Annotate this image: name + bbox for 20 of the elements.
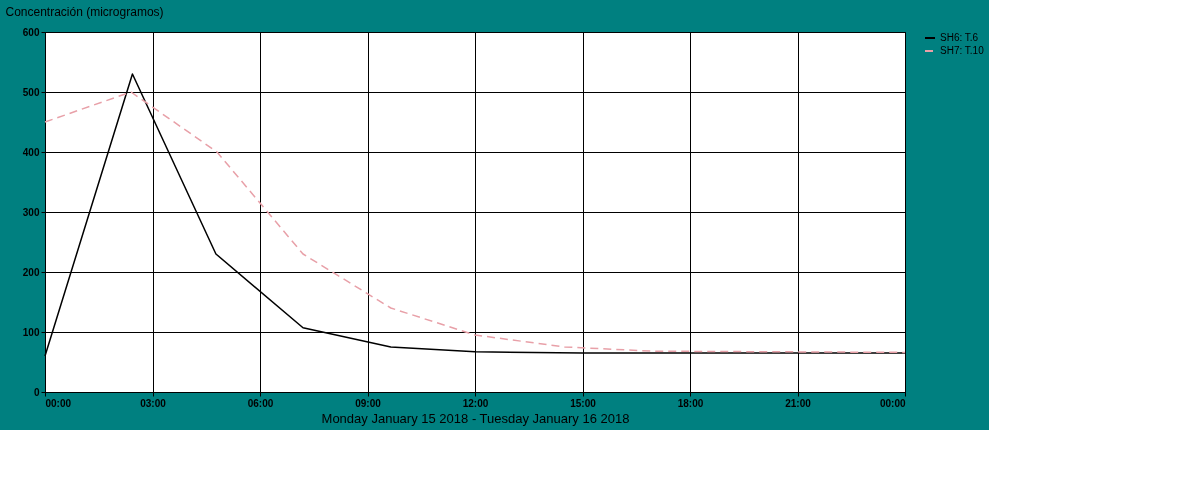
x-tick-label: 06:00 xyxy=(247,397,274,409)
x-tick-label: 21:00 xyxy=(785,397,812,409)
x-tick-label: 09:00 xyxy=(355,397,382,409)
y-tick-label: 500 xyxy=(22,86,40,98)
y-axis-title: Concentración (microgramos) xyxy=(5,4,164,19)
y-tick-label: 100 xyxy=(22,326,40,338)
x-tick-label: 00:00 xyxy=(879,397,906,409)
x-axis-title: Monday January 15 2018 - Tuesday January 16 2018 xyxy=(321,410,630,426)
x-tick-label: 12:00 xyxy=(462,397,489,409)
y-tick-label: 400 xyxy=(22,146,40,158)
legend-label: SH7: T.10 xyxy=(940,45,985,56)
y-tick-label: 200 xyxy=(22,266,40,278)
y-tick-label: 600 xyxy=(22,26,40,38)
x-tick-label: 15:00 xyxy=(570,397,597,409)
x-tick-label: 18:00 xyxy=(677,397,704,409)
y-tick-label: 300 xyxy=(22,206,40,218)
legend-label: SH6: T.6 xyxy=(940,32,979,43)
x-tick-label: 03:00 xyxy=(140,397,167,409)
y-tick-label: 0 xyxy=(33,386,40,398)
x-tick-label: 00:00 xyxy=(45,397,72,409)
